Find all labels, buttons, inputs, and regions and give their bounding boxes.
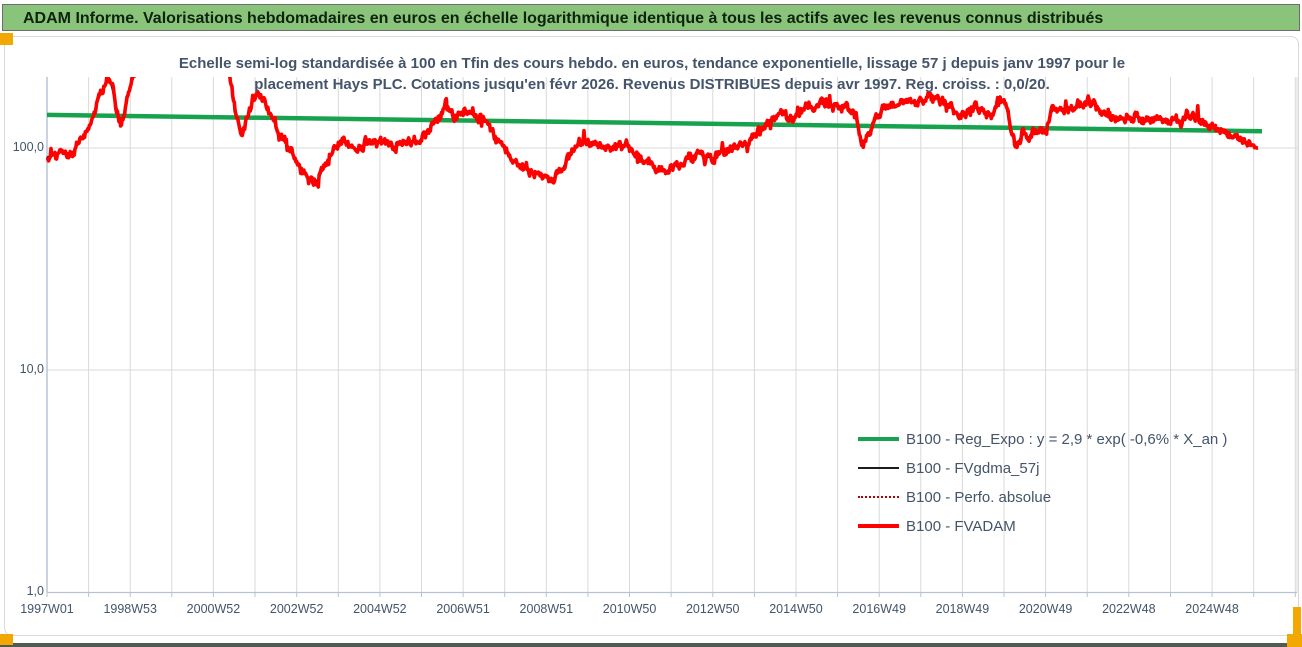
legend-swatch-solid-thick: [858, 523, 899, 529]
legend-item: B100 - FVADAM: [858, 516, 1227, 536]
legend-label: B100 - Reg_Expo : y = 2,9 * exp( -0,6% *…: [906, 430, 1228, 448]
x-axis-tick-label: 2014W50: [769, 602, 823, 616]
x-axis-tick-label: 2000W52: [186, 602, 241, 616]
x-axis-tick-label: 2012W50: [685, 602, 740, 616]
x-axis-tick-label: 1998W53: [103, 602, 157, 616]
x-axis-tick-label: 2022W48: [1102, 602, 1156, 616]
series-group: [46, 77, 1263, 189]
x-axis-tick-label: 2008W51: [519, 602, 574, 616]
x-axis-tick-label: 2018W49: [935, 602, 990, 616]
x-axis-tick-label: 2004W52: [353, 602, 407, 616]
y-axis-tick-label: 100,0: [12, 140, 44, 154]
chart-subtitle-line2: placement Hays PLC. Cotations jusqu'en f…: [254, 76, 1050, 93]
legend-swatch-dotted: [858, 496, 899, 498]
yellow-marker-bottom-right-corner: [1287, 634, 1302, 647]
x-axis-tick-label: 2020W49: [1018, 602, 1073, 616]
chart-subtitle: Echelle semi-log standardisée à 100 en T…: [152, 53, 1152, 95]
series-reg-expo-trendline: [46, 112, 1263, 134]
legend-swatch-solid-thin: [858, 466, 899, 470]
title-bar: ADAM Informe. Valorisations hebdomadaire…: [2, 4, 1300, 31]
bottom-edge-bar: [0, 643, 1302, 647]
legend-item: B100 - Perfo. absolue: [858, 487, 1227, 507]
chart-frame: [4, 36, 1299, 636]
chart-subtitle-line1: Echelle semi-log standardisée à 100 en T…: [178, 55, 1126, 72]
legend-swatch-solid-thick: [858, 436, 899, 442]
legend-item: B100 - Reg_Expo : y = 2,9 * exp( -0,6% *…: [858, 429, 1227, 449]
x-axis-tick-label: 2002W52: [269, 602, 324, 616]
x-axis-tick-label: 2010W50: [602, 602, 657, 616]
x-axis-tick-label: 2016W49: [852, 602, 906, 616]
yellow-marker-bottom-right-bar: [1293, 607, 1301, 643]
yellow-marker-top-left: [0, 33, 13, 45]
yellow-marker-bottom-left: [0, 634, 13, 645]
legend-item: B100 - FVgdma_57j: [858, 458, 1227, 478]
chart-legend: B100 - Reg_Expo : y = 2,9 * exp( -0,6% *…: [858, 429, 1227, 545]
legend-label: B100 - Perfo. absolue: [906, 488, 1052, 506]
y-axis-tick-label: 1,0: [26, 584, 44, 598]
legend-label: B100 - FVgdma_57j: [906, 459, 1040, 477]
x-axis-tick-label: 2006W51: [436, 602, 490, 616]
legend-label: B100 - FVADAM: [906, 517, 1016, 535]
title-text: ADAM Informe. Valorisations hebdomadaire…: [23, 10, 1104, 27]
y-axis-tick-label: 10,0: [19, 362, 44, 376]
x-axis-tick-label: 2024W48: [1185, 602, 1239, 616]
x-axis-tick-label: 1997W01: [20, 602, 74, 616]
series-fvadam-line: [46, 77, 1259, 189]
